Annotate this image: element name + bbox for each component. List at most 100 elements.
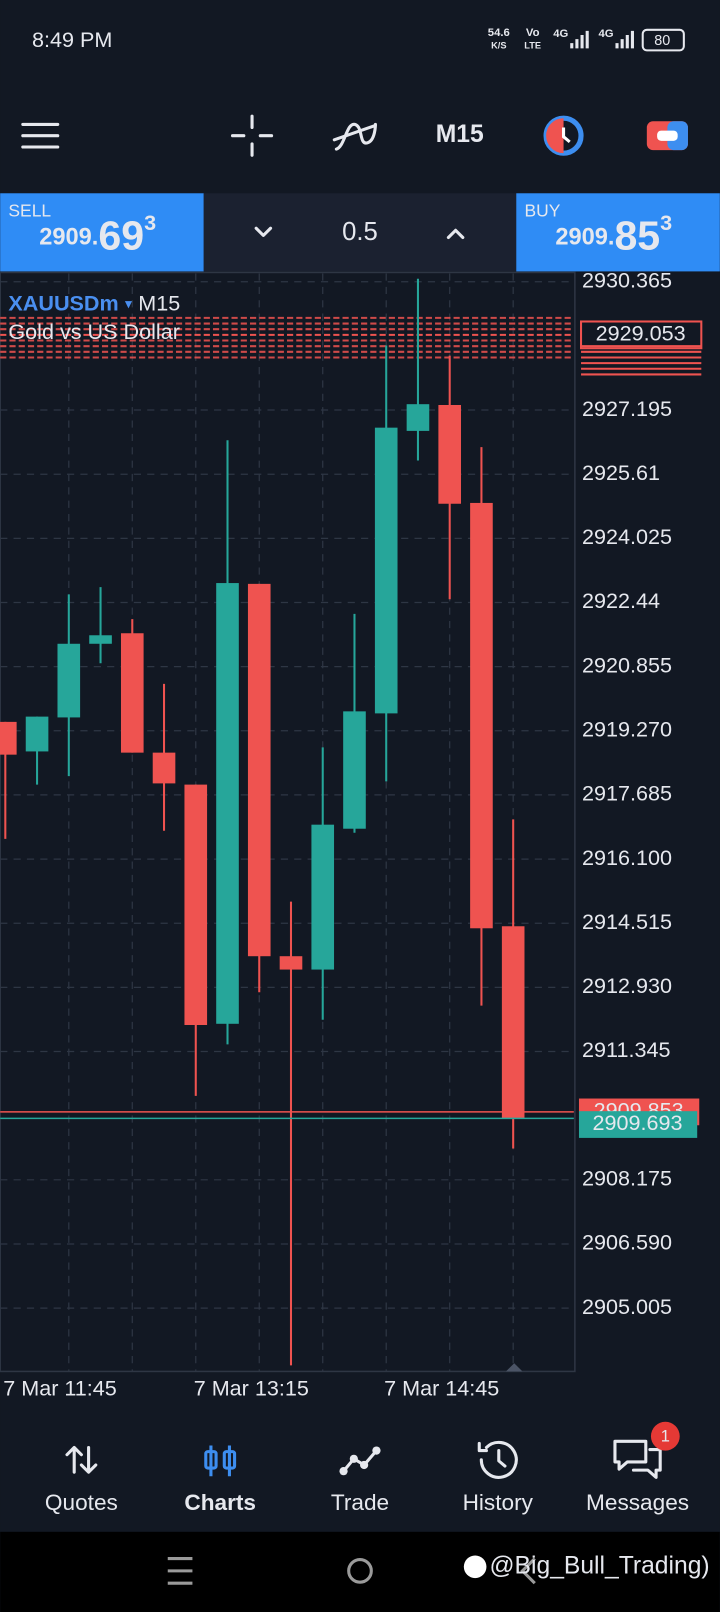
sell-price-sup: 3 (144, 210, 156, 235)
messages-badge-count: 1 (661, 1428, 670, 1446)
sell-button[interactable] (0, 193, 204, 272)
candle-body (247, 583, 271, 957)
buy-label: BUY (524, 200, 560, 220)
candle-body (25, 716, 49, 752)
status-volte: Vo (526, 27, 540, 39)
status-volte: LTE (524, 41, 541, 51)
nav-label[interactable]: History (463, 1490, 534, 1515)
candle-body (216, 583, 239, 1024)
y-tick-label: 2924.025 (582, 524, 672, 549)
y-tick-label: 2919.270 (582, 716, 672, 741)
candle-body (501, 926, 525, 1119)
facebook-icon (463, 1555, 487, 1579)
candle-body (120, 633, 144, 753)
buy-price-sup: 3 (660, 210, 672, 235)
messages-badge (650, 1421, 680, 1451)
x-tick-label: 7 Mar 13:15 (194, 1376, 309, 1401)
nav-label[interactable]: Messages (586, 1490, 689, 1515)
bottom-nav: 1 Quotes Charts Trade History Messages (45, 1421, 689, 1515)
candle-body (152, 752, 176, 784)
menu-button[interactable] (21, 122, 60, 149)
trade-toggle-icon (657, 130, 678, 141)
candle-body (374, 427, 398, 714)
trade-icon (360, 1460, 369, 1470)
y-tick-label: 2912.930 (582, 973, 672, 998)
history-icon (477, 1440, 518, 1479)
timeframe-button[interactable]: M15 (436, 121, 484, 148)
y-tick-label: 2920.855 (582, 652, 672, 677)
candle-body (0, 721, 17, 755)
buy-button[interactable] (516, 193, 720, 272)
crosshair-button[interactable] (230, 114, 274, 157)
back-button[interactable] (520, 1557, 536, 1585)
x-tick-label: 7 Mar 14:45 (384, 1376, 499, 1401)
signal-icon (615, 30, 634, 49)
signal-icon (570, 30, 589, 49)
nav-label[interactable]: Charts (184, 1490, 256, 1515)
buy-price-big: 85 (614, 212, 660, 258)
system-nav-bar (0, 1531, 720, 1612)
sell-price-prefix: 2909. (39, 225, 98, 251)
candle-body (438, 404, 462, 504)
trade-icon (342, 1449, 378, 1473)
status-network: 4G (553, 28, 568, 40)
y-tick-label: 2914.515 (582, 909, 672, 934)
bid-label-box (578, 1111, 698, 1138)
volume-panel (203, 193, 517, 272)
battery-icon (641, 28, 685, 52)
status-speed-unit: K/S (491, 41, 506, 51)
candle-body (57, 643, 81, 718)
order-label-box (580, 320, 703, 350)
chart-frame (0, 271, 576, 1373)
quotes-icon (65, 1445, 98, 1474)
candle-body (470, 502, 493, 929)
watermark: @Big_Bull_Trading) (490, 1552, 710, 1579)
nav-label[interactable]: Trade (331, 1490, 389, 1515)
clock-icon (562, 127, 571, 144)
status-network: 4G (599, 28, 614, 40)
bid-label: 2909.693 (593, 1110, 683, 1135)
buy-price: 2909.853 (555, 210, 672, 259)
candle-body (184, 784, 208, 1026)
volume-up-button[interactable] (446, 228, 465, 240)
candle-body (343, 711, 366, 829)
recents-button[interactable] (167, 1556, 193, 1585)
y-tick-label: 2916.100 (582, 845, 672, 870)
nav-label[interactable]: Quotes (45, 1490, 118, 1515)
volume-down-button[interactable] (254, 226, 273, 237)
y-tick-label: 2905.005 (582, 1294, 672, 1319)
sell-price-big: 69 (98, 212, 144, 258)
y-tick-label: 2925.61 (582, 460, 660, 485)
status-speed: 54.6 (488, 27, 510, 39)
y-tick-label: 2930.365 (582, 267, 672, 292)
candle-body (279, 956, 303, 970)
trade-icon (339, 1467, 348, 1476)
candle-body (311, 824, 335, 970)
order-label: 2929.053 (596, 321, 686, 346)
chart-timeframe: M15 (138, 290, 180, 315)
buy-price-prefix: 2909. (555, 225, 614, 251)
candle-body (89, 635, 112, 644)
y-tick-label: 2922.44 (582, 588, 660, 613)
trade-icon (372, 1446, 381, 1455)
chart-symbol[interactable]: XAUUSDm (8, 290, 118, 315)
y-tick-label: 2917.685 (582, 781, 672, 806)
x-tick-label: 7 Mar 11:45 (3, 1376, 117, 1401)
indicators-button[interactable] (332, 122, 377, 151)
volume-value[interactable]: 0.5 (342, 218, 378, 246)
y-tick-label: 2906.590 (582, 1230, 672, 1255)
candle-body (406, 404, 430, 431)
charts-icon (204, 1450, 218, 1470)
chart-symbol-line: XAUUSDm ▾ M15 (8, 290, 180, 315)
trade-icon (349, 1454, 358, 1463)
symbol-dropdown-icon: ▾ (125, 296, 133, 312)
clock-icon (546, 118, 564, 154)
home-button[interactable] (347, 1558, 373, 1584)
sell-label: SELL (8, 200, 51, 220)
y-tick-label: 2927.195 (582, 396, 672, 421)
chart-subtitle: Gold vs US Dollar (8, 319, 179, 344)
y-tick-label: 2908.175 (582, 1166, 672, 1191)
